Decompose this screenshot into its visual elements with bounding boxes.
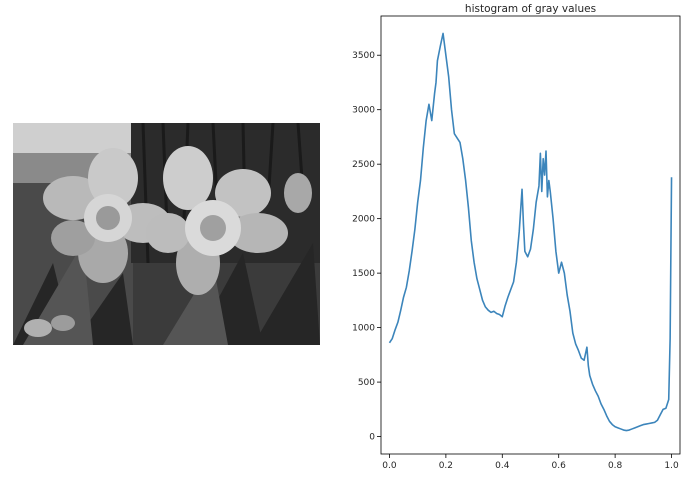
x-axis: 0.0 0.2 0.4 0.6 0.8 1.0 xyxy=(382,454,679,471)
daffodil-photo-drawing xyxy=(13,123,320,345)
x-tick-label: 1.0 xyxy=(664,461,679,471)
grayscale-photo xyxy=(13,123,320,345)
x-tick-label: 0.6 xyxy=(552,461,567,471)
y-axis: 0 500 1000 1500 2000 2500 3000 3500 xyxy=(352,51,381,443)
y-tick-label: 3500 xyxy=(352,51,375,61)
chart-title: histogram of gray values xyxy=(465,3,596,15)
y-tick-label: 500 xyxy=(358,378,375,388)
y-tick-label: 3000 xyxy=(352,106,375,116)
x-tick-label: 0.2 xyxy=(439,461,453,471)
plot-frame xyxy=(380,15,681,455)
y-tick-label: 1500 xyxy=(352,269,375,279)
y-tick-label: 2000 xyxy=(352,215,375,225)
right-flower xyxy=(146,146,288,295)
y-tick-label: 2500 xyxy=(352,160,375,170)
y-tick-label: 0 xyxy=(369,433,375,443)
x-tick-label: 0.8 xyxy=(608,461,623,471)
histogram-line xyxy=(388,32,673,432)
x-tick-label: 0.4 xyxy=(495,461,510,471)
left-flower xyxy=(43,148,171,283)
y-tick-label: 1000 xyxy=(352,324,375,334)
x-tick-label: 0.0 xyxy=(382,461,397,471)
